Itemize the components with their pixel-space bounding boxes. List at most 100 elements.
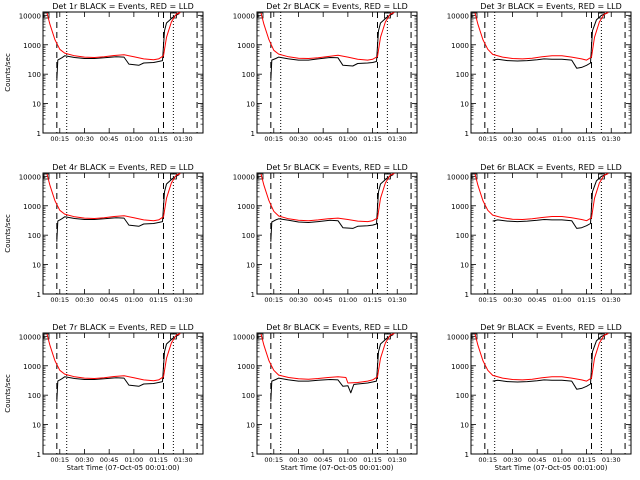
x-tick-label: 01:15 (363, 296, 382, 304)
x-tick-label: 00:45 (314, 296, 333, 304)
detector-panel-9: Det 9r BLACK = Events, RED = LLD 1 10 100 10… (447, 323, 632, 472)
x-tick-label: 01:00 (124, 135, 143, 143)
x-tick-label: 00:45 (314, 135, 333, 143)
x-tick-label: 00:30 (289, 456, 308, 464)
y-tick-label: 1000 (237, 42, 255, 50)
plot-frame (470, 11, 632, 134)
y-axis-label: Counts/sec (4, 53, 12, 92)
y-tick-label: 10000 (447, 12, 469, 20)
x-tick-label: 01:15 (363, 135, 382, 143)
x-tick-label: 01:00 (552, 135, 571, 143)
panel-title: Det 2r BLACK = Events, RED = LLD (266, 2, 408, 11)
x-tick-label: 00:30 (503, 135, 522, 143)
x-tick-label: 00:15 (478, 456, 497, 464)
y-tick-label: 100 (456, 71, 469, 79)
y-tick-label: 1 (251, 451, 255, 459)
x-axis-label: Start Time (07-Oct-05 00:01:00) (67, 464, 180, 472)
x-tick-label: 00:15 (478, 135, 497, 143)
x-tick-label: 00:15 (478, 296, 497, 304)
detector-panel-4: Det 4r BLACK = Events, RED = LLD 1 10 100 10… (4, 163, 204, 304)
y-tick-label: 10 (32, 422, 41, 430)
x-tick-label: 00:30 (289, 296, 308, 304)
panel-title: Det 9r BLACK = Events, RED = LLD (480, 323, 622, 332)
plot-frame (470, 332, 632, 455)
y-tick-label: 10000 (19, 173, 41, 181)
y-tick-label: 100 (242, 232, 255, 240)
events-series-line (270, 13, 394, 81)
y-tick-label: 1 (465, 451, 469, 459)
x-tick-label: 00:30 (289, 135, 308, 143)
x-tick-label: 00:15 (264, 456, 283, 464)
x-tick-label: 00:45 (100, 296, 119, 304)
y-tick-label: 10000 (233, 333, 255, 341)
y-axis-label: Counts/sec (4, 214, 12, 253)
detector-panel-7: Det 7r BLACK = Events, RED = LLD 1 10 100 10… (4, 323, 204, 472)
plot-frame (256, 332, 418, 455)
corner-marker (43, 173, 50, 180)
lld-series-line (260, 173, 395, 223)
plot-frame (42, 11, 204, 134)
x-tick-label: 00:45 (528, 456, 547, 464)
x-tick-label: 00:15 (50, 296, 69, 304)
x-tick-label: 01:00 (124, 296, 143, 304)
y-tick-label: 100 (28, 232, 41, 240)
lld-series-line (46, 173, 181, 222)
y-tick-label: 1 (251, 291, 255, 299)
y-tick-label: 100 (28, 71, 41, 79)
y-tick-label: 10 (460, 101, 469, 109)
x-tick-label: 00:15 (50, 135, 69, 143)
y-tick-label: 1000 (451, 363, 469, 371)
detector-panel-8: Det 8r BLACK = Events, RED = LLD 1 10 100 10… (233, 323, 418, 472)
plot-frame (256, 11, 418, 134)
y-tick-label: 100 (242, 71, 255, 79)
y-tick-label: 10000 (447, 333, 469, 341)
x-tick-label: 00:30 (503, 296, 522, 304)
y-tick-label: 1 (37, 130, 41, 138)
events-series-line (56, 13, 180, 81)
events-series-line (492, 12, 608, 69)
x-tick-label: 00:45 (314, 456, 333, 464)
x-tick-label: 01:30 (174, 456, 193, 464)
corner-marker (257, 173, 264, 180)
x-tick-label: 01:00 (552, 296, 571, 304)
x-tick-label: 01:30 (602, 456, 621, 464)
panel-title: Det 1r BLACK = Events, RED = LLD (52, 2, 194, 11)
x-tick-label: 01:00 (124, 456, 143, 464)
panel-title: Det 4r BLACK = Events, RED = LLD (52, 163, 194, 172)
x-tick-label: 01:15 (149, 456, 168, 464)
y-tick-label: 10 (460, 422, 469, 430)
y-tick-label: 1 (251, 130, 255, 138)
x-tick-label: 01:30 (388, 456, 407, 464)
y-tick-label: 10 (32, 262, 41, 270)
y-tick-label: 10000 (447, 173, 469, 181)
corner-marker (471, 333, 478, 340)
x-tick-label: 01:00 (338, 135, 357, 143)
x-tick-label: 01:30 (174, 135, 193, 143)
lld-series-line (46, 12, 181, 61)
y-tick-label: 1000 (23, 42, 41, 50)
panel-title: Det 6r BLACK = Events, RED = LLD (480, 163, 622, 172)
y-tick-label: 10000 (233, 12, 255, 20)
events-series-line (56, 334, 180, 402)
lld-series-line (474, 12, 609, 61)
events-series-line (56, 174, 180, 242)
x-tick-label: 01:00 (338, 296, 357, 304)
x-tick-label: 00:30 (75, 135, 94, 143)
corner-marker (257, 12, 264, 19)
y-tick-label: 1 (37, 451, 41, 459)
y-tick-label: 1000 (451, 203, 469, 211)
lld-series-line (46, 333, 181, 382)
x-tick-label: 01:30 (602, 296, 621, 304)
detector-panel-1: Det 1r BLACK = Events, RED = LLD 1 10 100 10… (4, 2, 204, 143)
x-tick-label: 00:45 (528, 296, 547, 304)
y-tick-label: 1 (37, 291, 41, 299)
events-series-line (270, 334, 394, 402)
plot-frame (42, 332, 204, 455)
panel-title: Det 8r BLACK = Events, RED = LLD (266, 323, 408, 332)
x-tick-label: 00:30 (75, 456, 94, 464)
x-tick-label: 01:30 (602, 135, 621, 143)
y-tick-label: 10000 (19, 333, 41, 341)
corner-marker (43, 12, 50, 19)
x-tick-label: 01:15 (577, 135, 596, 143)
x-tick-label: 00:15 (264, 296, 283, 304)
